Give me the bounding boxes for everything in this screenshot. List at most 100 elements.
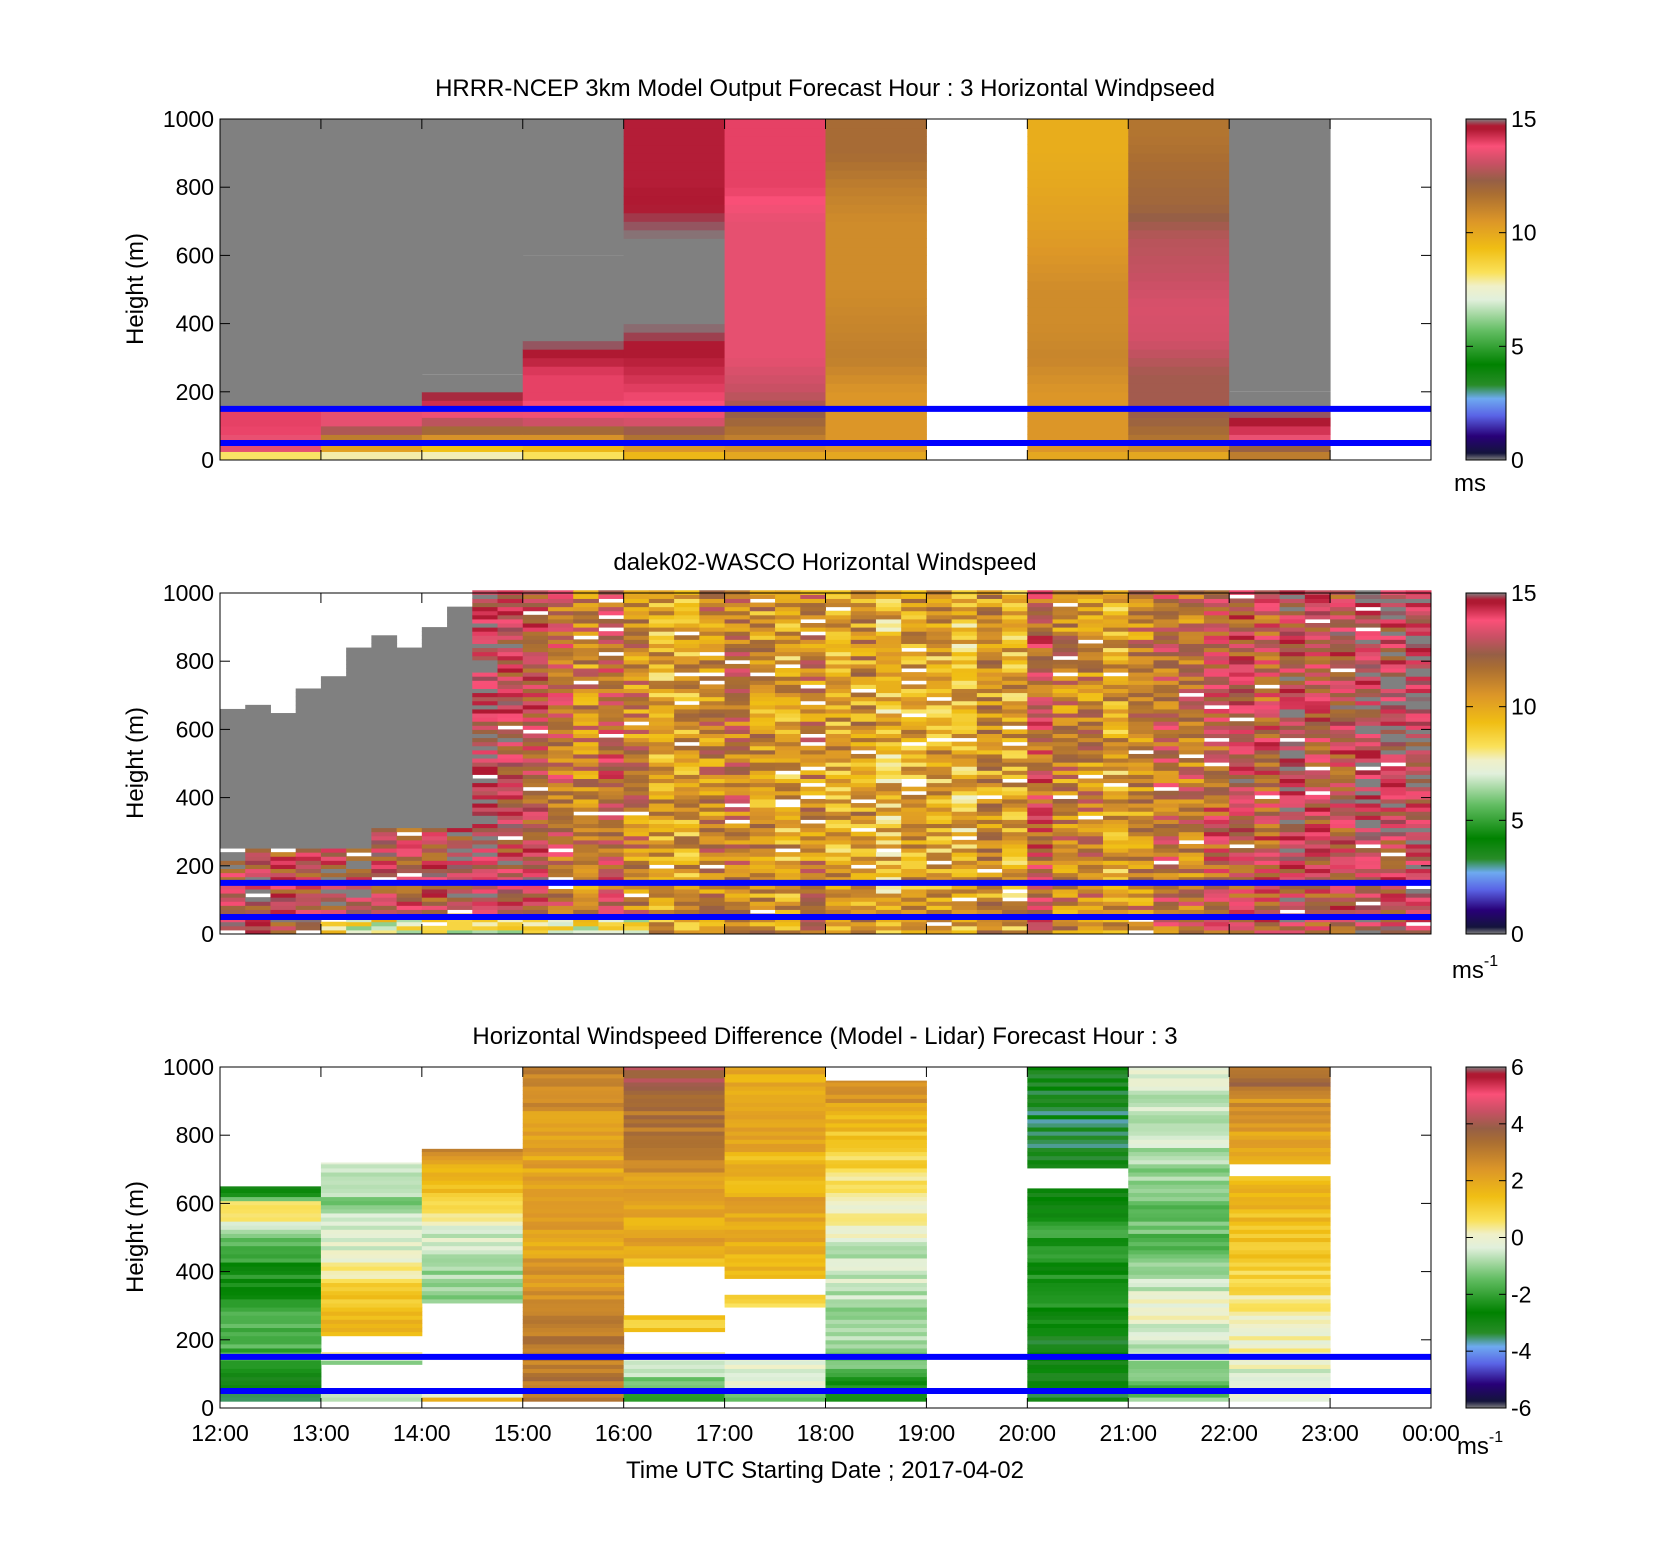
heatmap-cell	[220, 725, 246, 730]
heatmap-cell	[850, 790, 877, 796]
heatmap-cell	[1128, 921, 1154, 927]
heatmap-cell	[901, 835, 927, 841]
heatmap-cell	[1002, 737, 1028, 743]
heatmap-cell	[472, 864, 499, 870]
heatmap-cell	[1229, 1180, 1331, 1185]
heatmap-cell	[346, 811, 372, 816]
heatmap-cell	[850, 897, 877, 902]
heatmap-cell	[295, 827, 322, 833]
heatmap-cell	[875, 635, 902, 640]
heatmap-cell	[1203, 749, 1230, 755]
heatmap-cell	[1027, 684, 1054, 689]
heatmap-cell	[976, 774, 1003, 780]
heatmap-cell	[825, 153, 927, 163]
heatmap-cell	[1203, 684, 1230, 689]
heatmap-cell	[623, 782, 650, 788]
heatmap-cell	[724, 1159, 826, 1165]
heatmap-cell	[825, 1253, 927, 1259]
heatmap-cell	[421, 856, 448, 861]
heatmap-cell	[749, 610, 776, 616]
heatmap-cell	[447, 901, 473, 906]
heatmap-cell	[1229, 905, 1255, 910]
heatmap-cell	[775, 717, 801, 722]
heatmap-cell	[1229, 786, 1255, 792]
heatmap-cell	[396, 737, 423, 743]
heatmap-cell	[1229, 1069, 1331, 1075]
heatmap-cell	[1103, 929, 1129, 935]
heatmap-cell	[1405, 807, 1432, 812]
heatmap-cell	[1380, 663, 1407, 669]
heatmap-cell	[522, 888, 549, 894]
heatmap-cell	[951, 909, 978, 915]
heatmap-cell	[623, 144, 726, 154]
heatmap-cell	[1128, 831, 1154, 837]
heatmap-cell	[825, 766, 852, 771]
heatmap-cell	[1128, 1380, 1230, 1386]
heatmap-cell	[648, 631, 675, 636]
heatmap-cell	[573, 807, 599, 812]
heatmap-cell	[875, 868, 902, 874]
heatmap-cell	[1405, 888, 1432, 894]
heatmap-cell	[522, 1082, 625, 1087]
heatmap-cell	[1380, 610, 1407, 616]
heatmap-cell	[976, 848, 1003, 853]
heatmap-cell	[1229, 1225, 1331, 1230]
heatmap-cell	[1405, 598, 1432, 604]
heatmap-cell	[1380, 839, 1407, 845]
heatmap-cell	[522, 1127, 625, 1132]
heatmap-cell	[573, 868, 599, 874]
heatmap-cell	[623, 1090, 726, 1095]
heatmap-cell	[1052, 696, 1079, 702]
heatmap-cell	[1027, 676, 1054, 681]
heatmap-cell	[926, 901, 953, 906]
heatmap-cell	[1203, 606, 1230, 612]
heatmap-cell	[220, 807, 246, 812]
heatmap-cell	[573, 852, 599, 857]
heatmap-cell	[1178, 815, 1205, 820]
heatmap-cell	[320, 717, 347, 722]
heatmap-cell	[1330, 872, 1356, 878]
heatmap-cell	[1052, 663, 1079, 669]
heatmap-cell	[472, 925, 499, 931]
heatmap-cell	[951, 782, 978, 788]
heatmap-cell	[573, 786, 599, 792]
heatmap-cell	[825, 1270, 927, 1275]
heatmap-cell	[1279, 684, 1306, 689]
heatmap-cell	[800, 770, 826, 775]
heatmap-cell	[320, 425, 423, 435]
heatmap-cell	[547, 921, 574, 927]
heatmap-cell	[901, 774, 927, 780]
heatmap-cell	[1355, 786, 1382, 792]
heatmap-cell	[623, 119, 726, 129]
colorbar-tick-label: 0	[1511, 447, 1524, 473]
heatmap-cell	[674, 696, 700, 702]
heatmap-cell	[472, 753, 499, 759]
heatmap-cell	[522, 688, 549, 694]
heatmap-cell	[1254, 749, 1281, 755]
heatmap-cell	[497, 925, 524, 931]
heatmap-cell	[1027, 905, 1054, 910]
heatmap-cell	[320, 721, 347, 726]
heatmap-cell	[724, 1106, 826, 1112]
model-reference-lines	[220, 405, 1431, 446]
heatmap-cell	[976, 815, 1003, 820]
heatmap-cell	[724, 708, 751, 714]
heatmap-cell	[220, 1233, 322, 1238]
heatmap-cell	[371, 758, 398, 763]
heatmap-cell	[1254, 864, 1281, 870]
heatmap-cell	[1330, 778, 1356, 784]
heatmap-cell	[1405, 602, 1432, 608]
heatmap-cell	[598, 925, 625, 931]
heatmap-cell	[800, 676, 826, 681]
heatmap-cell	[295, 717, 322, 722]
heatmap-cell	[1052, 852, 1079, 857]
heatmap-cell	[346, 893, 372, 898]
heatmap-cell	[1304, 909, 1331, 915]
heatmap-cell	[1380, 618, 1407, 624]
heatmap-cell	[976, 807, 1003, 812]
heatmap-cell	[901, 901, 927, 906]
heatmap-cell	[1027, 770, 1054, 775]
heatmap-cell	[623, 280, 726, 290]
heatmap-cell	[1153, 729, 1180, 734]
